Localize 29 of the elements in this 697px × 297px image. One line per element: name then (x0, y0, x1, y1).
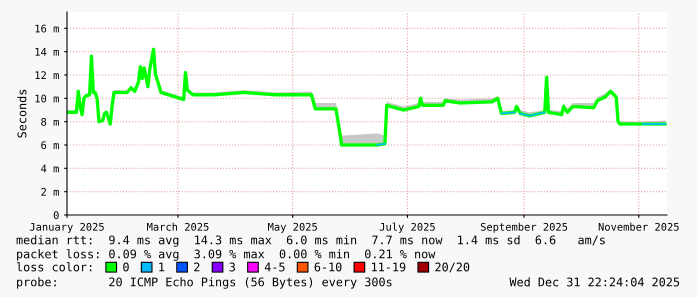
text: Wed Dec 31 22:24:04 2025 (509, 277, 680, 286)
legend-label: 0 (123, 262, 129, 272)
x-tick-label: November 2025 (598, 222, 679, 231)
legend-label: 3 (230, 262, 235, 272)
legend-label: 11-19 (372, 262, 406, 272)
x-tick-label: September 2025 (480, 222, 568, 233)
x-tick-label: January 2025 (30, 222, 104, 233)
legend-label: 20/20 (435, 262, 470, 272)
y-tick-label: 6 m (41, 141, 59, 150)
y-tick-label: 12 m (36, 71, 59, 79)
x-tick-label: March 2025 (147, 222, 208, 231)
x-tick-label: July 2025 (380, 222, 435, 233)
y-tick-label: 2 m (41, 188, 59, 196)
y-tick-label: 10 m (36, 94, 59, 102)
text: packet loss: 0.09 % avg 3.09 % max 0.00 % min 0.21 % now (17, 249, 436, 261)
text: median rtt: 9.4 ms avg 14.3 ms max 6.0 ms min 7.7 ms now 1.4 ms sd 6.6 am/s (16, 235, 605, 247)
legend-label: 1 (159, 262, 164, 272)
y-tick-label: 4 m (41, 164, 59, 172)
legend-label: 2 (194, 262, 200, 272)
legend-label: 4-5 (264, 262, 285, 272)
y-tick-label: 8 m (41, 118, 59, 126)
y-tick-label: 14 m (36, 48, 59, 56)
y-tick-label: 0 (54, 211, 59, 220)
y-axis-title: Seconds (17, 90, 26, 138)
legend-title: loss color: (16, 262, 92, 272)
x-tick-label: May 2025 (268, 222, 317, 233)
text: probe: 20 ICMP Echo Pings (56 Bytes) every 300s (17, 277, 392, 289)
legend-label: 6-10 (314, 262, 342, 272)
y-tick-label: 16 m (36, 24, 59, 32)
